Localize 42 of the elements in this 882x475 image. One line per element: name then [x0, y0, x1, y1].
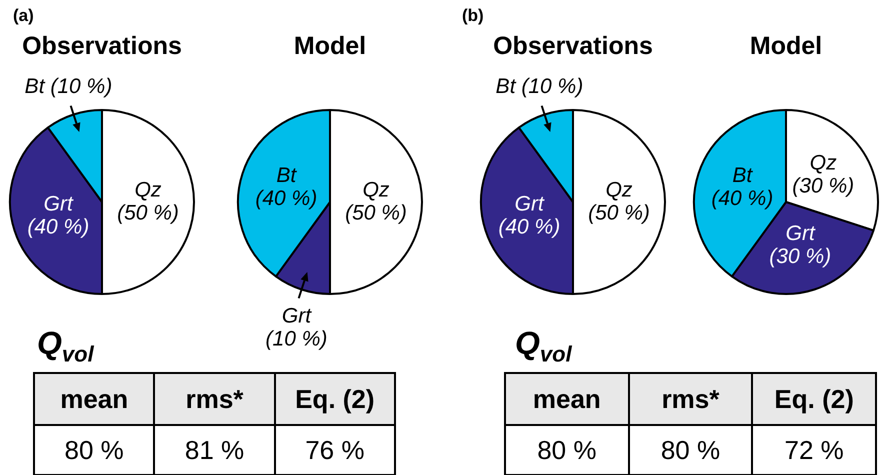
category-label: mean	[505, 373, 629, 425]
text: (b)	[462, 6, 484, 26]
slice-label: Qz	[810, 151, 838, 174]
text: 72 %	[784, 434, 844, 464]
category-label: rms*	[154, 373, 275, 425]
slice-label: Grt	[514, 192, 545, 216]
data-label: (40 %)	[255, 187, 318, 210]
slice-label: Qz	[606, 178, 633, 202]
text: 76 %	[305, 434, 364, 464]
text: (a)	[13, 6, 34, 26]
category-label: Eq. (2)	[752, 373, 876, 425]
chart-title: Observations	[492, 31, 654, 61]
slice-label: Qz	[134, 178, 162, 202]
slice-label: Grt	[786, 222, 816, 246]
category-label: mean	[34, 373, 154, 425]
text: 80 %	[537, 434, 596, 464]
data-label: (50 %)	[345, 201, 407, 224]
data-label: (40 %)	[27, 216, 90, 239]
category-label: rms*	[628, 373, 752, 425]
text: Q$_{vol}$	[515, 325, 572, 368]
text: Q$_{vol}$	[37, 325, 94, 368]
chart-title: Model	[748, 31, 824, 61]
category-label: Eq. (2)	[274, 373, 395, 425]
data-label: (30 %)	[769, 245, 832, 268]
chart-title: Observations	[21, 31, 183, 61]
slice-label: Grt	[44, 192, 74, 216]
text: 80 %	[660, 434, 720, 464]
chart-title: Model	[292, 31, 368, 61]
data-label: (50 %)	[117, 201, 179, 224]
data-label: (50 %)	[588, 201, 650, 224]
data-label: (10 %)	[266, 328, 328, 351]
slice-label: Bt (10 %)	[24, 75, 112, 98]
data-label: (40 %)	[711, 187, 774, 210]
data-label: (30 %)	[792, 174, 854, 198]
text: 81 %	[184, 434, 244, 464]
slice-label: Bt	[732, 164, 754, 188]
data-label: (40 %)	[498, 216, 560, 239]
slice-label: Bt (10 %)	[496, 75, 584, 98]
slice-label: Qz	[362, 178, 390, 202]
slice-label: Bt	[276, 164, 298, 188]
slice-label: Grt	[282, 304, 312, 328]
text: 80 %	[64, 434, 124, 464]
